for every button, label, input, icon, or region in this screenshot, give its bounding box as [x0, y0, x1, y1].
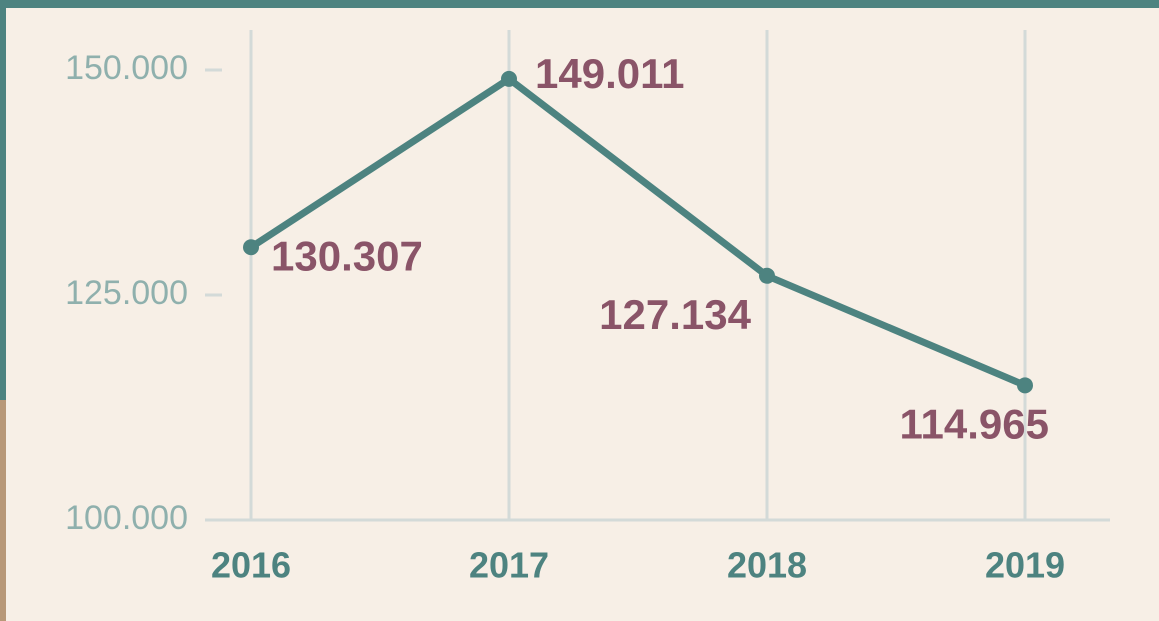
x-tick-label: 2018 [727, 545, 807, 586]
value-label: 130.307 [271, 232, 423, 279]
left-photo-edge [0, 400, 6, 621]
value-label: 149.011 [535, 50, 685, 97]
top-border [0, 0, 1159, 8]
x-tick-label: 2017 [469, 545, 549, 586]
point [1017, 377, 1033, 394]
left-border [0, 0, 6, 400]
point [501, 70, 517, 87]
y-tick-label: 125.000 [65, 274, 188, 312]
point [759, 267, 775, 284]
y-tick-label: 150.000 [65, 49, 188, 87]
y-tick-label: 100.000 [65, 499, 188, 537]
x-tick-label: 2016 [211, 545, 291, 586]
value-label: 127.134 [599, 291, 751, 338]
value-label: 114.965 [899, 400, 1049, 447]
x-tick-label: 2019 [985, 545, 1065, 586]
line [249, 75, 1027, 389]
point [243, 239, 259, 256]
